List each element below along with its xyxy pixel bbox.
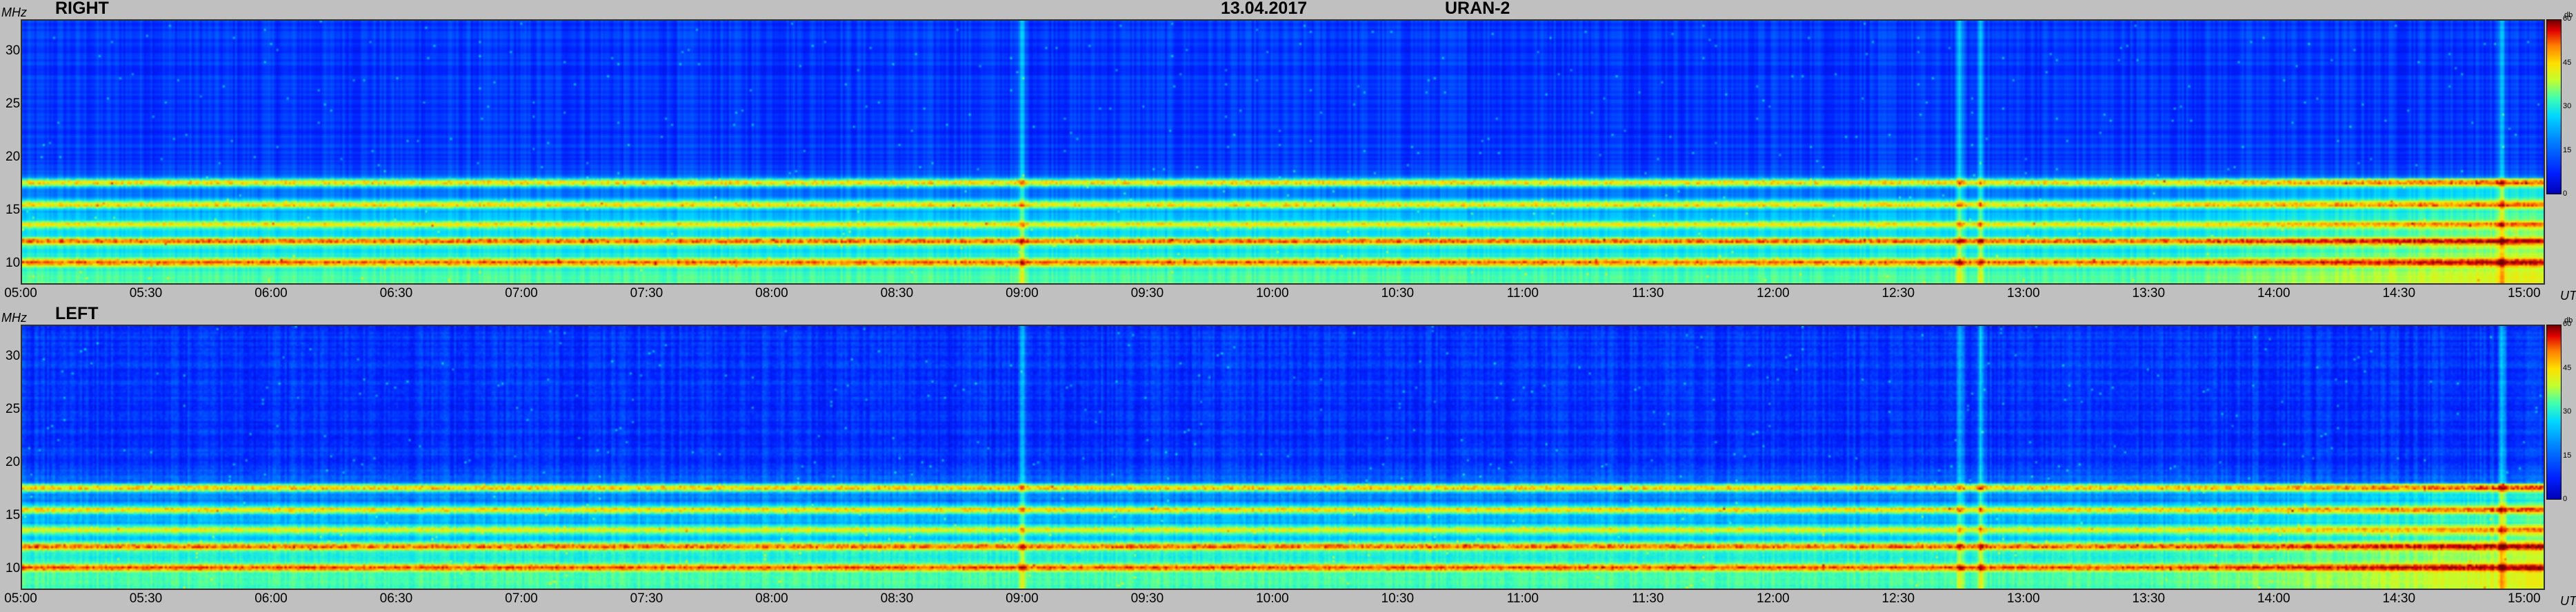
panel-label: RIGHT (55, 0, 109, 18)
colorbar-tick-label: 30 (2563, 102, 2572, 110)
x-tick-label: 09:30 (1130, 286, 1164, 300)
y-tick-label: 10 (6, 256, 21, 271)
x-tick-label: 13:30 (2132, 286, 2166, 300)
x-tick-label: 08:30 (880, 591, 914, 606)
colorbar-tick-label: 15 (2563, 451, 2572, 460)
colorbar-unit: db (2564, 316, 2573, 325)
freq-unit-label: MHz (1, 311, 27, 325)
time-unit-label: UT (2560, 289, 2576, 303)
x-tick-label: 08:00 (755, 286, 788, 300)
y-tick-label: 25 (6, 96, 21, 112)
x-tick-label: 13:30 (2132, 591, 2166, 606)
x-tick-label: 09:00 (1006, 591, 1039, 606)
title-observatory: URAN-2 (1445, 0, 1510, 18)
x-tick-label: 12:30 (1881, 286, 1915, 300)
x-tick-label: 10:30 (1381, 591, 1415, 606)
y-tick-label: 15 (6, 508, 21, 523)
colorbar-tick-label: 30 (2563, 407, 2572, 416)
x-tick-label: 12:30 (1881, 591, 1915, 606)
x-tick-label: 07:30 (630, 286, 663, 300)
colorbar (2546, 325, 2562, 500)
time-unit-label: UT (2560, 594, 2576, 608)
x-tick-label: 14:00 (2257, 286, 2290, 300)
x-tick-label: 12:00 (1757, 591, 1790, 606)
y-tick-label: 30 (6, 349, 21, 364)
colorbar-tick-label: 60 (2563, 14, 2572, 23)
x-tick-label: 07:00 (505, 591, 538, 606)
x-tick-label: 15:00 (2507, 286, 2541, 300)
panel-label: LEFT (55, 304, 99, 323)
x-tick-label: 06:00 (254, 286, 288, 300)
x-tick-label: 09:00 (1006, 286, 1039, 300)
x-tick-label: 07:30 (630, 591, 663, 606)
x-tick-label: 05:00 (4, 591, 37, 606)
x-tick-label: 14:30 (2382, 591, 2416, 606)
x-tick-label: 10:00 (1256, 286, 1289, 300)
spectrogram-left (21, 325, 2545, 590)
x-tick-label: 11:30 (1632, 286, 1664, 300)
x-tick-label: 05:30 (129, 591, 163, 606)
x-tick-label: 09:30 (1130, 591, 1164, 606)
colorbar-unit: db (2564, 11, 2573, 19)
x-tick-label: 10:30 (1381, 286, 1415, 300)
y-tick-label: 15 (6, 203, 21, 218)
x-tick-label: 13:00 (2007, 591, 2040, 606)
x-tick-label: 06:30 (379, 591, 413, 606)
y-tick-label: 20 (6, 150, 21, 165)
x-tick-label: 14:30 (2382, 286, 2416, 300)
colorbar-tick-label: 0 (2563, 495, 2568, 503)
y-tick-label: 20 (6, 455, 21, 470)
x-tick-label: 14:00 (2257, 591, 2290, 606)
y-tick-label: 30 (6, 43, 21, 59)
x-tick-label: 08:00 (755, 591, 788, 606)
spectrogram-canvas (22, 21, 2544, 283)
x-tick-label: 05:00 (4, 286, 37, 300)
x-tick-label: 05:30 (129, 286, 163, 300)
freq-unit-label: MHz (1, 6, 27, 19)
spectrogram-right (21, 19, 2545, 285)
x-tick-label: 11:30 (1632, 591, 1664, 606)
colorbar-tick-label: 15 (2563, 145, 2572, 154)
colorbar (2546, 19, 2562, 194)
x-tick-label: 08:30 (880, 286, 914, 300)
colorbar-tick-label: 45 (2563, 58, 2572, 67)
x-tick-label: 13:00 (2007, 286, 2040, 300)
x-tick-label: 10:00 (1256, 591, 1289, 606)
x-tick-label: 11:00 (1506, 591, 1539, 606)
x-tick-label: 07:00 (505, 286, 538, 300)
x-tick-label: 06:30 (379, 286, 413, 300)
x-tick-label: 06:00 (254, 591, 288, 606)
y-tick-label: 25 (6, 402, 21, 417)
x-tick-label: 11:00 (1506, 286, 1539, 300)
colorbar-tick-label: 60 (2563, 320, 2572, 328)
x-tick-label: 12:00 (1757, 286, 1790, 300)
x-tick-label: 15:00 (2507, 591, 2541, 606)
y-tick-label: 10 (6, 561, 21, 576)
colorbar-tick-label: 0 (2563, 190, 2568, 198)
colorbar-tick-label: 45 (2563, 363, 2572, 372)
title-date: 13.04.2017 (1221, 0, 1308, 18)
spectrogram-canvas (22, 326, 2544, 589)
